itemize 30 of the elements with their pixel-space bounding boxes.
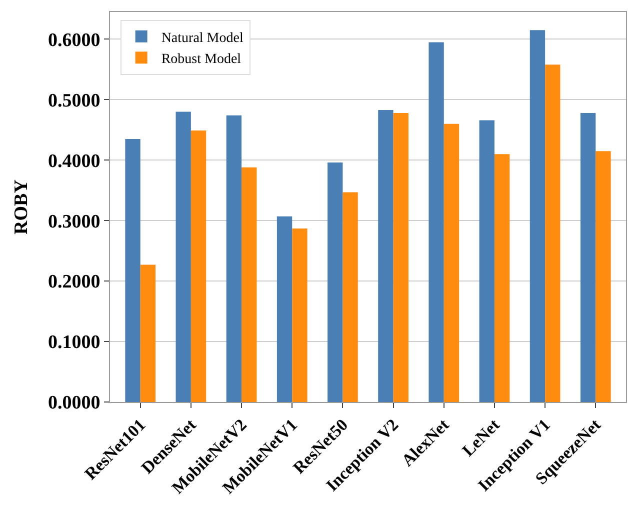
bar [530,30,546,402]
bar [580,112,596,402]
bar [342,192,358,402]
legend-label: Robust Model [161,52,242,68]
bar [328,162,343,402]
bar [393,112,408,402]
y-axis-title: ROBY [10,179,32,234]
bar [140,264,156,402]
bar [226,115,242,402]
y-tick-label: 0.1000 [48,332,100,354]
y-tick-label: 0.4000 [48,150,100,172]
y-tick-label: 0.5000 [48,90,100,112]
bar [378,110,394,402]
bar [242,167,257,402]
bar [545,64,560,402]
bar [276,216,292,402]
bar [479,120,494,402]
bar [596,151,611,402]
bar [176,112,191,402]
bar [125,138,140,402]
legend-label: Natural Model [161,30,244,46]
bar [428,42,444,402]
y-tick-label: 0.2000 [48,272,100,293]
bar [494,154,510,402]
y-tick-label: 0.6000 [48,30,100,51]
bar [292,228,308,402]
bar [190,130,206,402]
y-tick-label: 0.3000 [48,211,100,232]
bar [444,124,460,402]
y-tick-label: 0.0000 [48,392,100,414]
